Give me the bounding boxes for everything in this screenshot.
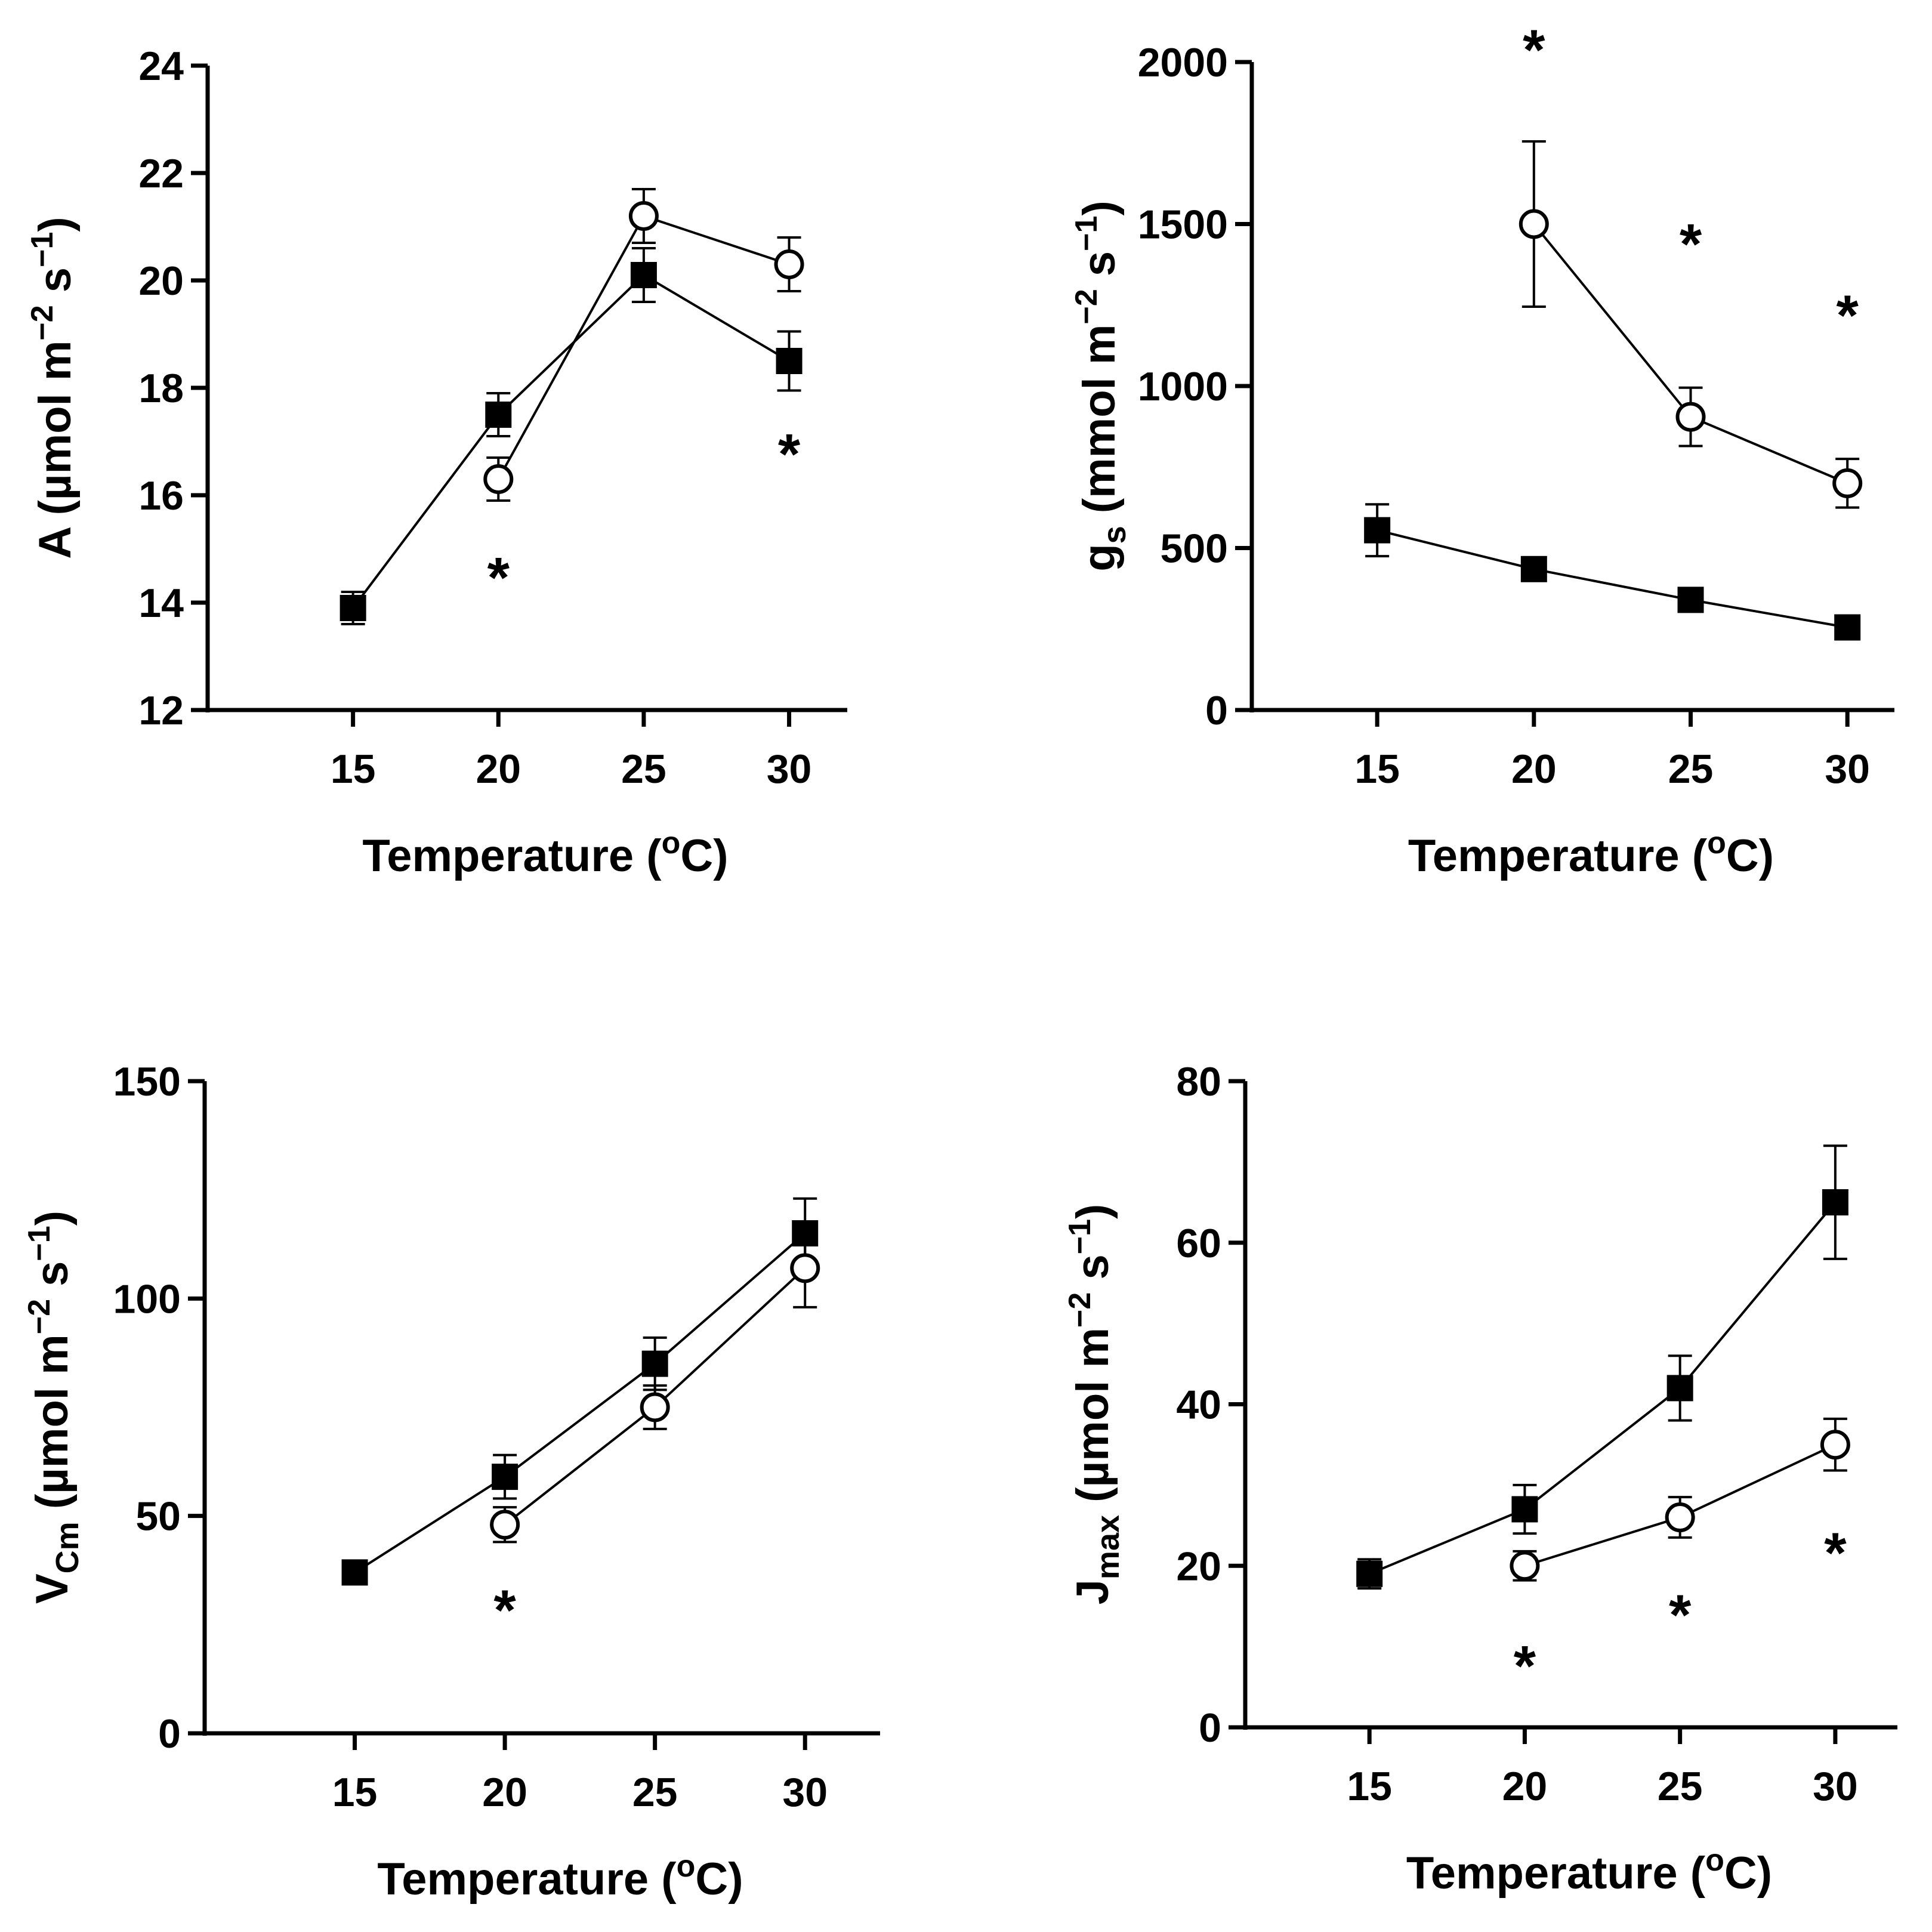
data-point-circle (640, 1392, 670, 1422)
data-point-square (630, 262, 657, 288)
y-tick-label: 1500 (1138, 202, 1228, 248)
y-tick-label: 150 (113, 1059, 181, 1104)
panel-jmax: 0 20 40 60 80 15 20 25 30 Temperature (oC) Jmax (µ… (1063, 1059, 1897, 1899)
y-axis-label: Jmax (µmol m−2 s−1) (1063, 1204, 1126, 1605)
x-tick-label: 30 (1825, 746, 1870, 792)
significance-star: * (1514, 1634, 1536, 1698)
y-tick-label: 20 (138, 258, 184, 304)
series-open-circles (1519, 140, 1863, 509)
series-filled-squares (340, 247, 803, 625)
series-filled-squares (1356, 1144, 1848, 1590)
x-axis-label: Temperature (oC) (362, 826, 728, 881)
data-point-circle (1519, 209, 1549, 239)
x-tick-label: 15 (332, 1770, 378, 1815)
y-axis-label: VCm (µmol m−2 s−1) (22, 1211, 85, 1604)
data-point-square (1364, 517, 1391, 544)
series-filled-squares (341, 1197, 819, 1586)
y-tick-label: 0 (1205, 688, 1228, 733)
x-tick-label: 25 (1668, 746, 1714, 792)
significance-star: * (493, 1578, 516, 1642)
data-point-square (1834, 614, 1861, 641)
data-point-circle (1665, 1502, 1695, 1533)
y-axis-label: A (µmol m−2 s−1) (25, 217, 81, 558)
significance-star: * (1523, 18, 1545, 82)
data-point-circle (1675, 402, 1706, 432)
x-tick-label: 25 (632, 1770, 678, 1815)
y-tick-label: 60 (1176, 1221, 1221, 1266)
y-tick-label: 2000 (1138, 40, 1228, 85)
y-tick-label: 20 (1176, 1544, 1221, 1589)
series-open-circles (1510, 1417, 1850, 1582)
series-open-circles (483, 188, 804, 502)
series-line (352, 273, 790, 609)
data-point-circle (1820, 1430, 1850, 1460)
x-axis-label: Temperature (oC) (1408, 826, 1774, 881)
data-point-circle (490, 1510, 520, 1540)
x-tick-label: 25 (1658, 1764, 1703, 1809)
y-tick-label: 0 (158, 1711, 181, 1757)
x-tick-label: 30 (782, 1770, 828, 1815)
y-tick-label: 22 (138, 151, 184, 196)
data-point-square (1356, 1560, 1383, 1587)
y-tick-label: 0 (1199, 1705, 1221, 1751)
y-tick-label: 12 (138, 688, 184, 733)
x-tick-label: 20 (476, 746, 521, 792)
series-open-circles (490, 1227, 820, 1544)
series-filled-squares (1364, 503, 1861, 641)
y-tick-label: 40 (1176, 1382, 1221, 1428)
data-point-square (341, 1559, 368, 1586)
x-tick-label: 30 (767, 746, 812, 792)
data-point-square (1511, 1496, 1538, 1523)
data-point-square (492, 1464, 519, 1490)
y-tick-label: 100 (113, 1276, 181, 1322)
y-tick-label: 1000 (1138, 364, 1228, 409)
data-point-circle (774, 249, 804, 279)
y-tick-label: 80 (1176, 1059, 1221, 1104)
x-tick-label: 25 (621, 746, 666, 792)
significance-star: * (487, 546, 510, 610)
y-tick-label: 50 (135, 1494, 181, 1539)
x-tick-label: 20 (1502, 1764, 1548, 1809)
x-tick-label: 20 (482, 1770, 527, 1815)
significance-star: * (1669, 1584, 1692, 1647)
series-line (354, 1232, 806, 1574)
significance-star: * (1837, 284, 1859, 348)
data-point-square (1677, 587, 1704, 613)
data-point-square (485, 402, 512, 428)
data-point-square (1520, 555, 1547, 582)
data-point-square (1822, 1189, 1848, 1216)
x-tick-label: 30 (1813, 1764, 1858, 1809)
significance-star: * (778, 422, 801, 486)
data-point-square (340, 595, 366, 621)
data-point-circle (483, 464, 514, 494)
data-point-square (641, 1350, 668, 1377)
x-axis-label: Temperature (oC) (1406, 1843, 1772, 1899)
y-tick-label: 14 (138, 581, 184, 626)
data-point-circle (790, 1253, 820, 1283)
significance-star: * (1680, 212, 1702, 276)
panel-a: 12 14 16 18 20 22 24 15 20 25 30 Temperature (oC) A … (25, 44, 847, 881)
series-line (1369, 1201, 1837, 1575)
y-tick-label: 500 (1161, 526, 1228, 572)
x-tick-label: 15 (331, 746, 376, 792)
significance-star: * (1824, 1521, 1847, 1585)
y-tick-label: 16 (138, 473, 184, 519)
data-point-square (776, 348, 803, 374)
data-point-circle (628, 201, 659, 231)
panel-gs: 0 500 1000 1500 2000 15 20 25 30 Temperature (oC)… (1069, 18, 1894, 881)
data-point-square (1666, 1375, 1693, 1402)
data-point-circle (1510, 1551, 1540, 1581)
y-tick-label: 18 (138, 366, 184, 411)
y-axis-label: gs (mmol m−2 s−1) (1069, 200, 1132, 572)
x-axis-label: Temperature (oC) (377, 1849, 743, 1905)
x-tick-label: 15 (1354, 746, 1400, 792)
data-point-circle (1832, 468, 1863, 498)
x-tick-label: 15 (1347, 1764, 1392, 1809)
panel-vcm: 0 50 100 150 15 20 25 30 Temperature (oC) VCm (µm… (22, 1059, 880, 1905)
y-tick-label: 24 (138, 44, 184, 89)
series-line (1377, 529, 1848, 629)
x-tick-label: 20 (1511, 746, 1557, 792)
